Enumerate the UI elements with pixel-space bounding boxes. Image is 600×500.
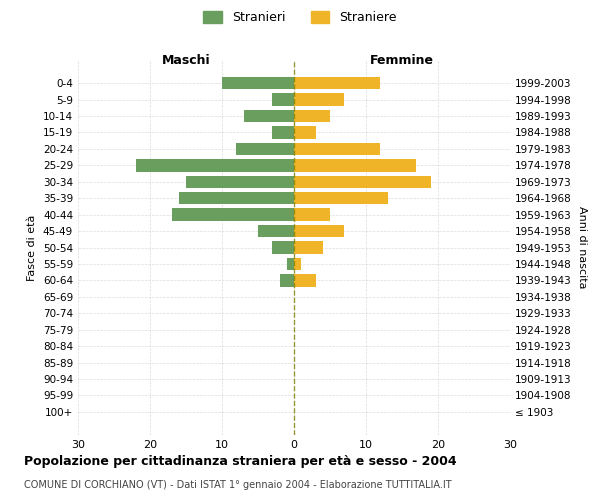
Bar xyxy=(272,242,294,254)
Bar xyxy=(236,143,294,155)
Text: Popolazione per cittadinanza straniera per età e sesso - 2004: Popolazione per cittadinanza straniera p… xyxy=(24,455,457,468)
Bar xyxy=(294,143,380,155)
Y-axis label: Fasce di età: Fasce di età xyxy=(28,214,37,280)
Bar xyxy=(294,274,316,286)
Bar xyxy=(287,258,294,270)
Bar xyxy=(294,208,330,221)
Bar xyxy=(280,274,294,286)
Bar xyxy=(179,192,294,204)
Bar xyxy=(244,110,294,122)
Bar xyxy=(294,242,323,254)
Bar xyxy=(136,159,294,172)
Bar xyxy=(294,258,301,270)
Text: Femmine: Femmine xyxy=(370,54,434,67)
Text: COMUNE DI CORCHIANO (VT) - Dati ISTAT 1° gennaio 2004 - Elaborazione TUTTITALIA.: COMUNE DI CORCHIANO (VT) - Dati ISTAT 1°… xyxy=(24,480,452,490)
Text: Maschi: Maschi xyxy=(161,54,211,67)
Bar xyxy=(294,77,380,90)
Bar xyxy=(294,225,344,237)
Bar xyxy=(294,94,344,106)
Y-axis label: Anni di nascita: Anni di nascita xyxy=(577,206,587,289)
Legend: Stranieri, Straniere: Stranieri, Straniere xyxy=(198,6,402,29)
Bar xyxy=(186,176,294,188)
Bar xyxy=(294,159,416,172)
Bar xyxy=(272,126,294,138)
Bar xyxy=(172,208,294,221)
Bar xyxy=(294,110,330,122)
Bar xyxy=(294,192,388,204)
Bar xyxy=(294,176,431,188)
Bar xyxy=(258,225,294,237)
Bar xyxy=(272,94,294,106)
Bar xyxy=(294,126,316,138)
Bar xyxy=(222,77,294,90)
